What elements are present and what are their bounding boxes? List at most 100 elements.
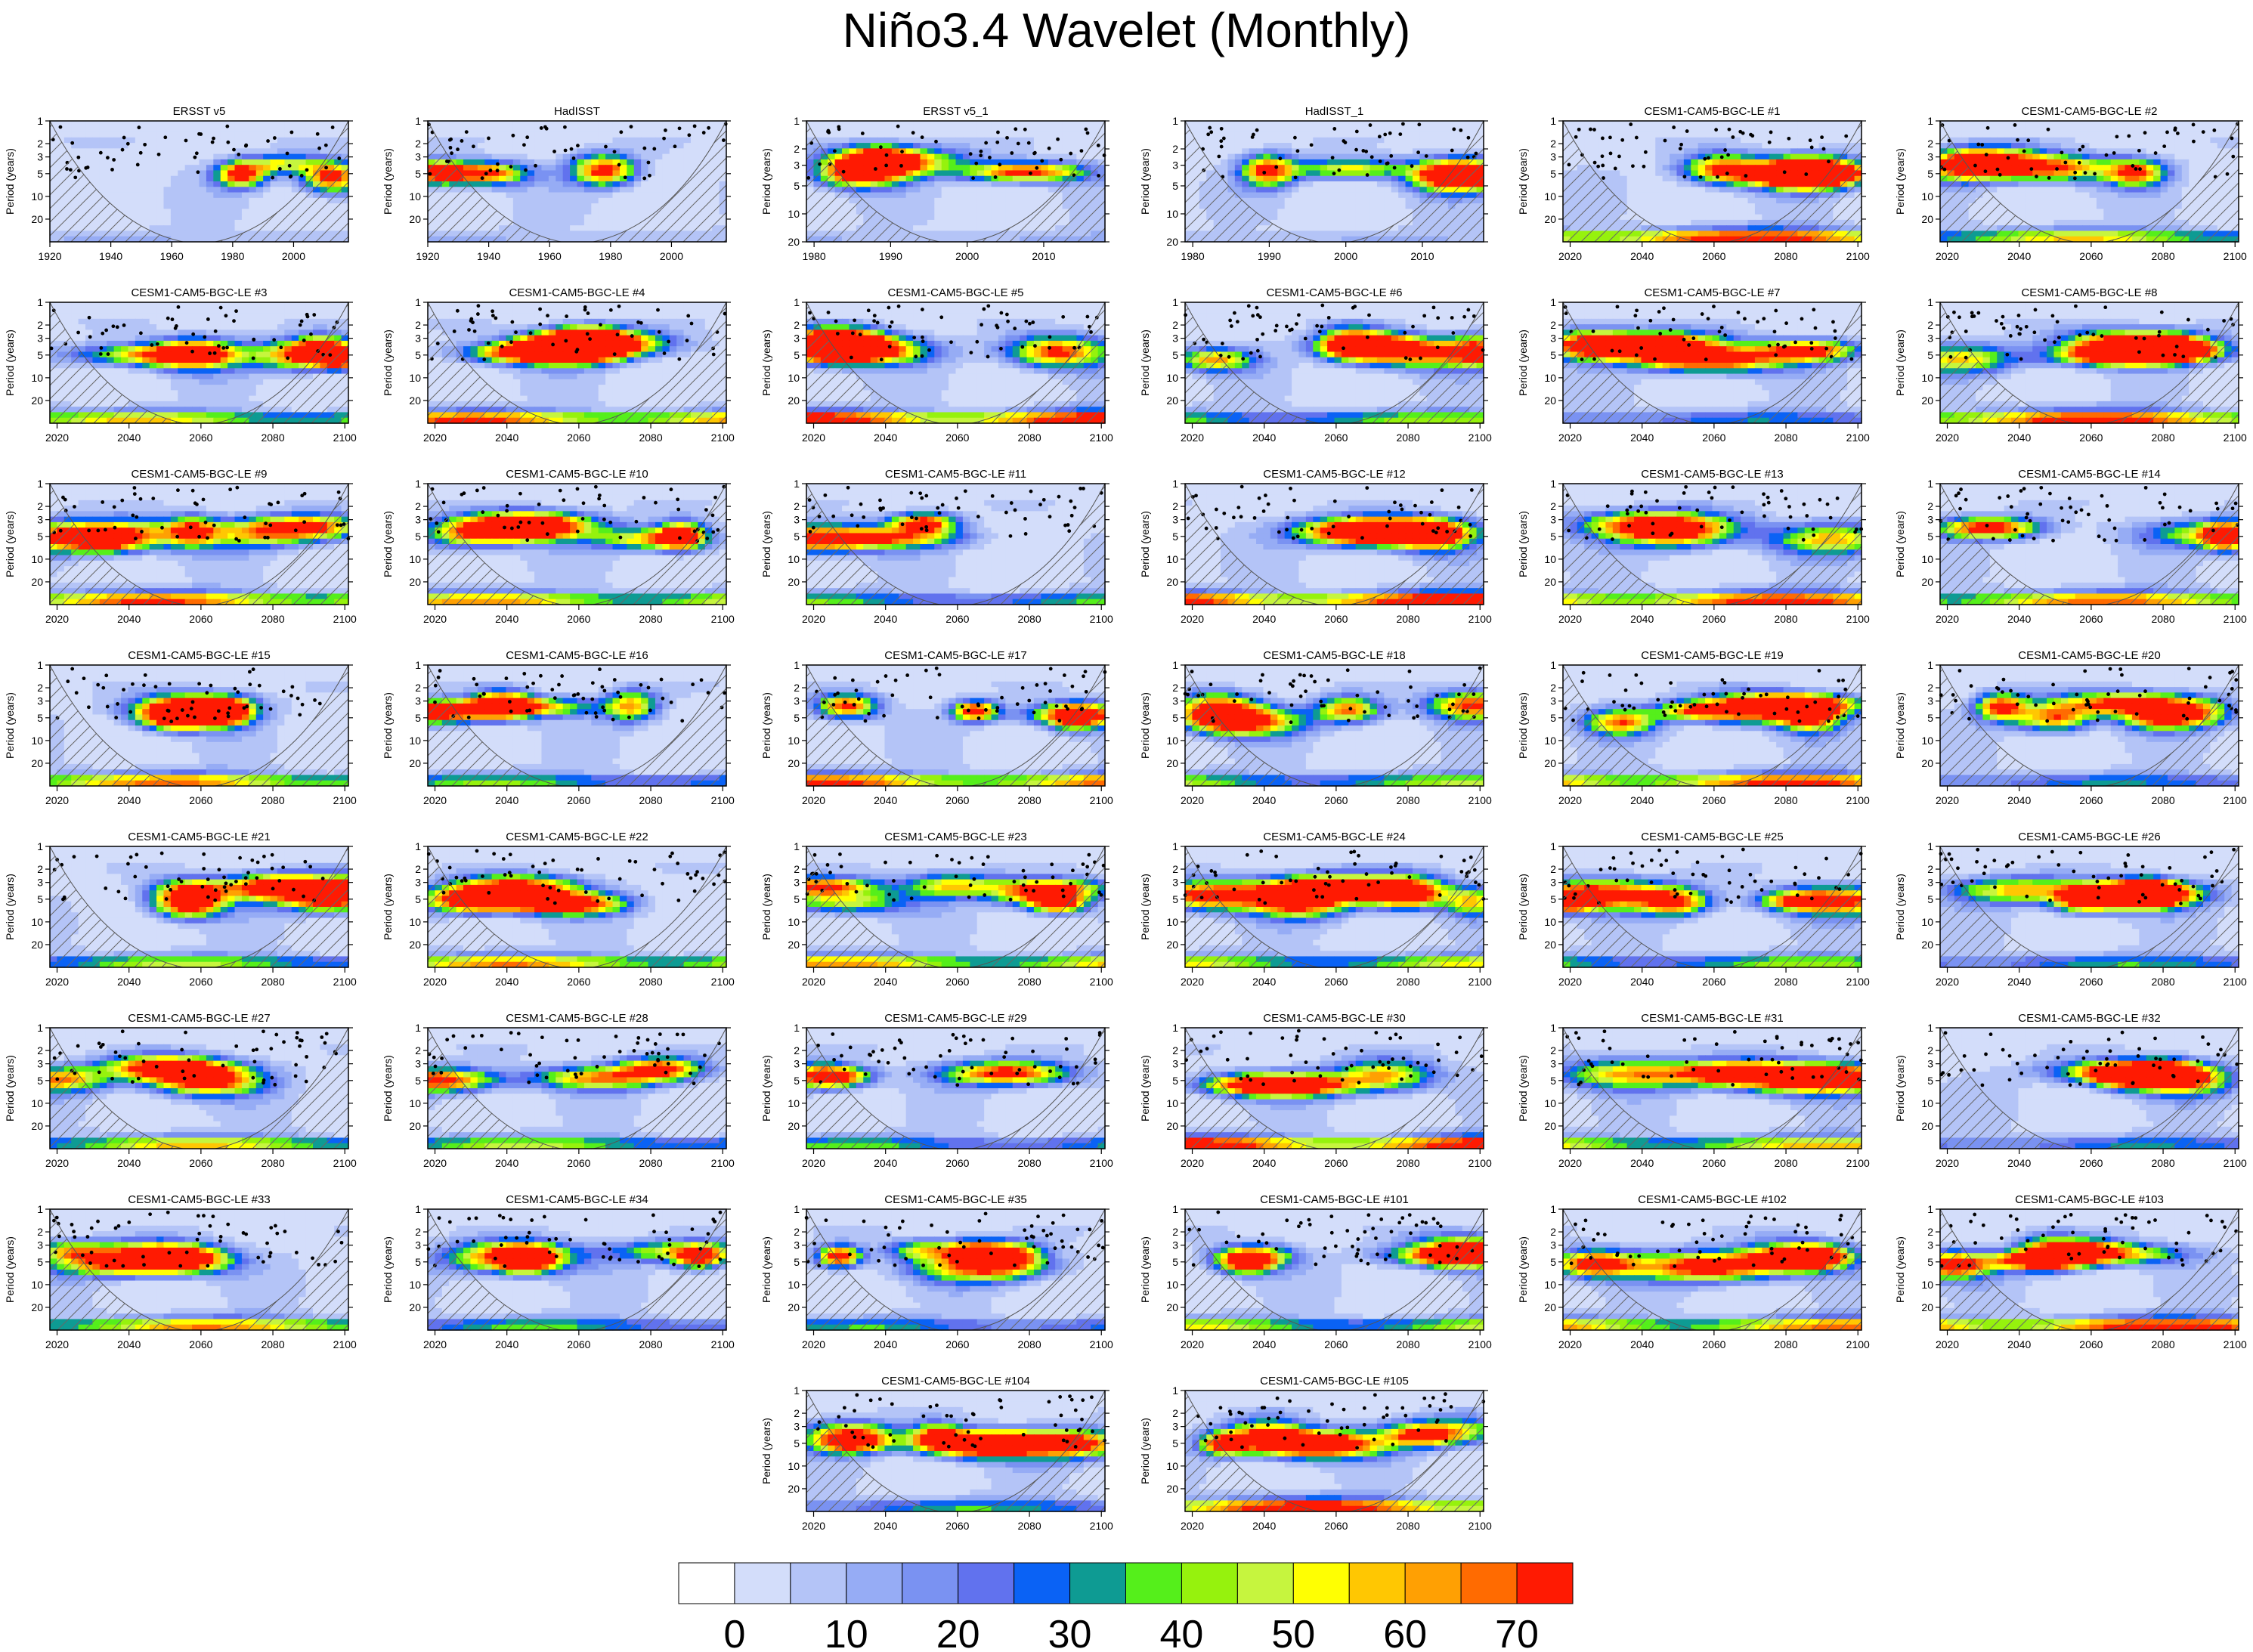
y-axis-label: Period (years) <box>4 329 16 396</box>
x-tick-label: 2040 <box>1252 1338 1276 1350</box>
y-tick-label: 20 <box>1166 394 1178 407</box>
y-tick-label: 3 <box>1927 1239 1933 1251</box>
y-tick-label: 1 <box>1172 1384 1178 1397</box>
y-tick-label: 3 <box>37 514 43 526</box>
y-tick-label: 20 <box>788 1483 800 1495</box>
panel-frame <box>1939 664 2239 787</box>
y-tick-label: 10 <box>788 208 800 220</box>
y-tick-label: 2 <box>794 1044 800 1056</box>
x-tick-label: 2080 <box>1017 432 1041 444</box>
y-axis-label: Period (years) <box>1517 1055 1529 1121</box>
panel-frame <box>1939 120 2239 243</box>
x-tick-label: 2080 <box>1017 1338 1041 1350</box>
x-tick-label: 2060 <box>2079 613 2103 625</box>
y-tick-label: 5 <box>794 531 800 543</box>
y-tick-label: 1 <box>1172 478 1178 490</box>
y-axis-label: Period (years) <box>1139 329 1151 396</box>
x-tick-label: 2040 <box>117 432 141 444</box>
y-tick-label: 10 <box>31 916 43 928</box>
x-tick-label: 2100 <box>1090 613 1113 625</box>
panel-28: CESM1-CAM5-BGC-LE #24 Period (years) 1 2 3 5 1… <box>1139 831 1492 988</box>
y-tick-label: 2 <box>1172 682 1178 694</box>
y-tick-label: 3 <box>1172 695 1178 707</box>
panel-frame <box>1562 846 1862 968</box>
y-tick-label: 20 <box>788 1120 800 1132</box>
y-tick-label: 10 <box>1166 916 1178 928</box>
y-axis-label: Period (years) <box>1894 874 1906 940</box>
x-tick-label: 2020 <box>45 794 69 806</box>
y-tick-label: 20 <box>1921 1301 1933 1313</box>
x-tick-label: 2060 <box>567 794 590 806</box>
x-tick-label: 2020 <box>45 1338 69 1350</box>
colorbar-tick-label: 0 <box>723 1613 745 1652</box>
colorbar-swatch <box>958 1562 1015 1604</box>
x-tick-label: 2060 <box>1702 432 1725 444</box>
y-tick-label: 5 <box>1927 712 1933 724</box>
panel-title: CESM1-CAM5-BGC-LE #33 <box>128 1193 270 1206</box>
y-tick-label: 1 <box>1927 659 1933 671</box>
colorbar-swatch <box>1460 1562 1518 1604</box>
y-tick-label: 5 <box>415 168 421 180</box>
x-tick-label: 2080 <box>2151 432 2174 444</box>
y-tick-label: 1 <box>415 1022 421 1034</box>
panel-32: CESM1-CAM5-BGC-LE #28 Period (years) 1 2 3 5 1… <box>382 1012 735 1169</box>
colorbar-tick-label: 30 <box>1048 1613 1092 1652</box>
y-tick-label: 3 <box>794 159 800 172</box>
x-tick-label: 2020 <box>1936 613 1959 625</box>
x-tick-label: 2040 <box>1252 1157 1276 1169</box>
x-tick-label: 2040 <box>874 976 897 988</box>
x-tick-label: 2060 <box>189 794 212 806</box>
y-axis-label: Period (years) <box>4 692 16 759</box>
panel-11: CESM1-CAM5-BGC-LE #7 Period (years) 1 2 3 5 10… <box>1517 286 1870 444</box>
y-tick-label: 5 <box>1172 349 1178 361</box>
y-tick-label: 10 <box>788 916 800 928</box>
panel-title: CESM1-CAM5-BGC-LE #34 <box>506 1193 648 1206</box>
y-tick-label: 1 <box>37 840 43 852</box>
y-tick-label: 3 <box>1550 877 1556 889</box>
x-tick-label: 1980 <box>803 250 826 262</box>
y-tick-label: 20 <box>1544 939 1556 951</box>
y-tick-label: 2 <box>1550 682 1556 694</box>
panel-title: CESM1-CAM5-BGC-LE #16 <box>506 649 648 662</box>
y-tick-label: 20 <box>1166 939 1178 951</box>
y-tick-label: 1 <box>37 659 43 671</box>
panel-title: CESM1-CAM5-BGC-LE #1 <box>1644 105 1780 118</box>
y-tick-label: 3 <box>37 877 43 889</box>
y-tick-label: 1 <box>1550 1203 1556 1215</box>
y-axis-label: Period (years) <box>1517 329 1529 396</box>
y-tick-label: 1 <box>794 296 800 308</box>
x-tick-label: 2020 <box>802 794 825 806</box>
y-tick-label: 2 <box>37 319 43 331</box>
y-tick-label: 10 <box>31 190 43 203</box>
y-tick-label: 3 <box>37 151 43 163</box>
x-tick-label: 2100 <box>711 794 735 806</box>
x-tick-label: 2060 <box>2079 1338 2103 1350</box>
y-tick-label: 5 <box>1550 349 1556 361</box>
y-tick-label: 2 <box>1927 500 1933 512</box>
x-tick-label: 2060 <box>1324 976 1348 988</box>
y-tick-label: 5 <box>794 1437 800 1449</box>
x-tick-label: 2100 <box>1846 432 1870 444</box>
x-tick-label: 2100 <box>1468 613 1492 625</box>
panel-frame <box>1562 120 1862 243</box>
x-tick-label: 2020 <box>1936 432 1959 444</box>
colorbar-swatch <box>1014 1562 1071 1604</box>
y-tick-label: 20 <box>409 394 421 407</box>
x-tick-label: 1940 <box>477 250 500 262</box>
panel-2: HadISST Period (years) 1 23 5 10 20 1920 1940 196… <box>382 105 731 262</box>
y-tick-label: 10 <box>1544 553 1556 565</box>
panel-frame <box>427 120 727 243</box>
y-tick-label: 2 <box>1550 500 1556 512</box>
y-tick-label: 20 <box>409 576 421 588</box>
y-tick-label: 20 <box>788 236 800 248</box>
panel-title: CESM1-CAM5-BGC-LE #2 <box>2021 105 2157 118</box>
x-tick-label: 2040 <box>495 1157 518 1169</box>
y-tick-label: 20 <box>1921 1120 1933 1132</box>
y-tick-label: 20 <box>1166 576 1178 588</box>
y-tick-label: 1 <box>415 478 421 490</box>
y-tick-label: 20 <box>1921 576 1933 588</box>
panel-frame <box>427 483 727 605</box>
x-tick-label: 2080 <box>1396 976 1419 988</box>
y-tick-label: 10 <box>1544 916 1556 928</box>
